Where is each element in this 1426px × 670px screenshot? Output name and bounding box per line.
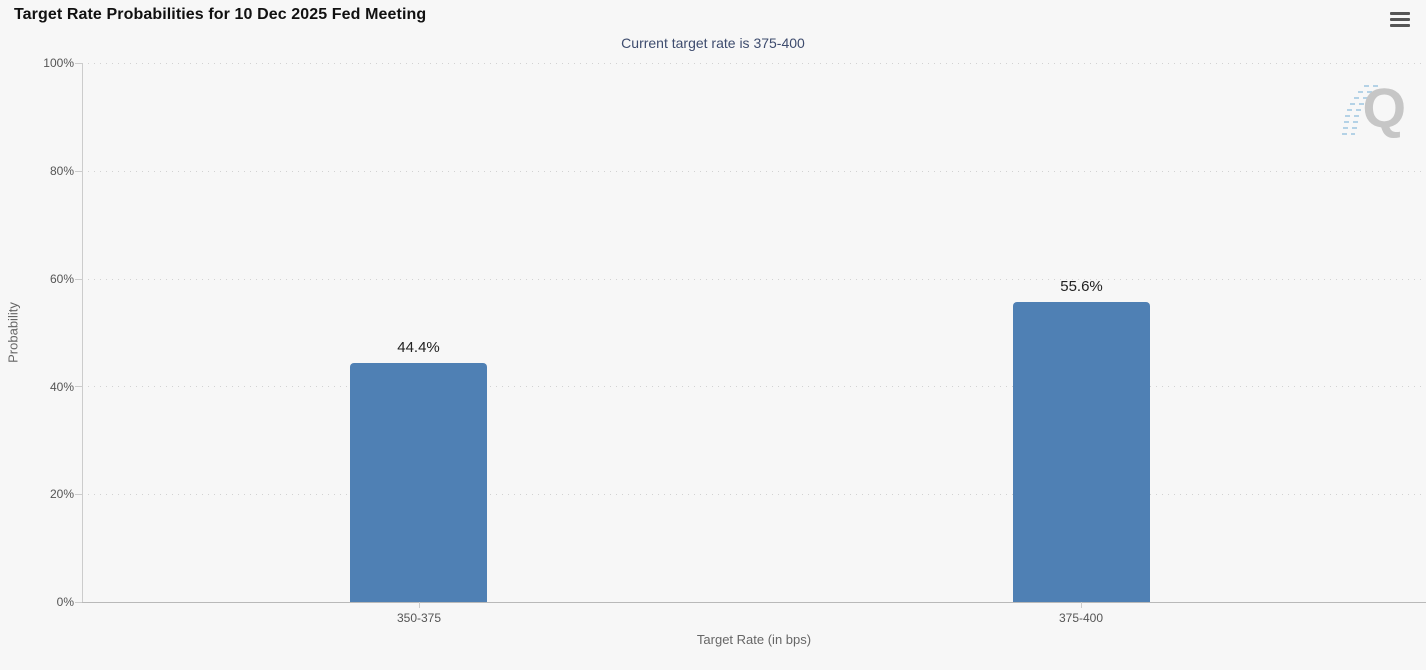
- x-tick-mark: [419, 602, 420, 608]
- hamburger-bar: [1390, 11, 1410, 15]
- y-axis-title: Probability: [5, 302, 21, 363]
- gridline-40: [82, 386, 1426, 388]
- bar-value-label: 44.4%: [397, 338, 440, 356]
- hamburger-menu-icon[interactable]: [1388, 9, 1412, 29]
- bar-column-375-400: 55.6%: [1013, 63, 1150, 602]
- y-tick-mark: [75, 63, 82, 64]
- y-tick-mark: [75, 386, 82, 387]
- watermark-q-letter: Q: [1362, 76, 1406, 139]
- plot-area: 44.4% 55.6%: [82, 63, 1426, 602]
- x-category-label-350-375: 350-375: [396, 611, 442, 625]
- bar-column-350-375: 44.4%: [350, 63, 487, 602]
- y-tick-label-100: 100%: [43, 56, 74, 70]
- y-tick-label-60: 60%: [49, 272, 74, 286]
- chart-title: Target Rate Probabilities for 10 Dec 202…: [14, 6, 427, 23]
- quikstrike-watermark: Q: [1342, 76, 1412, 142]
- x-axis-title: Target Rate (in bps): [696, 632, 812, 647]
- bar-value-label: 55.6%: [1060, 278, 1103, 296]
- y-tick-label-20: 20%: [49, 487, 74, 501]
- gridline-60: [82, 278, 1426, 280]
- chart-subtitle: Current target rate is 375-400: [621, 35, 805, 51]
- y-tick-label-80: 80%: [49, 164, 74, 178]
- y-tick-label-40: 40%: [49, 380, 74, 394]
- hamburger-bar: [1390, 23, 1410, 27]
- x-axis-line: [82, 602, 1426, 603]
- y-tick-label-0: 0%: [56, 595, 74, 609]
- y-tick-mark: [75, 279, 82, 280]
- x-category-label-375-400: 375-400: [1058, 611, 1104, 625]
- x-tick-mark: [1081, 602, 1082, 608]
- y-axis-line: [82, 63, 83, 602]
- gridline-20: [82, 494, 1426, 496]
- y-tick-mark: [75, 494, 82, 495]
- bar-375-400[interactable]: [1013, 302, 1150, 602]
- gridline-100: [82, 63, 1426, 64]
- y-tick-mark: [75, 171, 82, 172]
- gridline-80: [82, 170, 1426, 172]
- bar-350-375[interactable]: [350, 362, 487, 602]
- speed-lines-icon: [1342, 85, 1382, 135]
- hamburger-bar: [1390, 17, 1410, 21]
- y-tick-mark: [75, 602, 82, 603]
